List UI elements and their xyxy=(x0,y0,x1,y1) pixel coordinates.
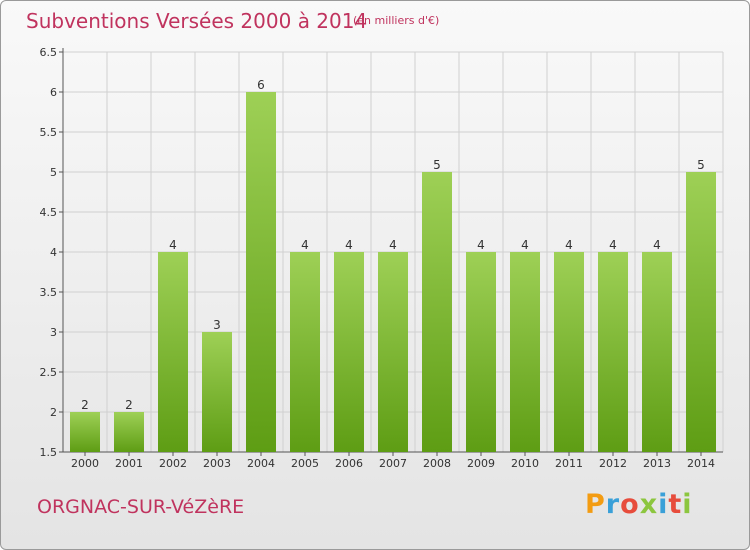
data-label: 4 xyxy=(301,238,309,252)
logo-letter: i xyxy=(658,489,669,520)
y-tick-label: 5.5 xyxy=(40,126,58,139)
y-tick-labels: 1.5 2 2.5 3 3.5 4 4.5 5 5.5 6 6.5 xyxy=(40,46,58,459)
town-name: ORGNAC-SUR-VéZèRE xyxy=(37,496,245,518)
bar xyxy=(114,412,144,452)
bar xyxy=(466,252,496,452)
x-tick-label: 2012 xyxy=(599,457,627,470)
x-tick-label: 2007 xyxy=(379,457,407,470)
x-tick-label: 2005 xyxy=(291,457,319,470)
data-label: 5 xyxy=(433,158,441,172)
data-label: 4 xyxy=(565,238,573,252)
y-tick-label: 4.5 xyxy=(40,206,58,219)
x-tick-label: 2013 xyxy=(643,457,671,470)
data-labels: 2 2 4 3 6 4 4 4 5 4 4 4 4 4 5 xyxy=(81,78,705,412)
x-tick-label: 2008 xyxy=(423,457,451,470)
data-label: 2 xyxy=(81,398,89,412)
data-label: 3 xyxy=(213,318,221,332)
data-label: 4 xyxy=(169,238,177,252)
x-tick-label: 2004 xyxy=(247,457,275,470)
x-tick-label: 2006 xyxy=(335,457,363,470)
logo-letter: r xyxy=(605,489,621,520)
y-tick-label: 2 xyxy=(50,406,57,419)
x-tick-label: 2014 xyxy=(687,457,715,470)
x-tick-label: 2003 xyxy=(203,457,231,470)
x-tick-label: 2001 xyxy=(115,457,143,470)
logo-letter: i xyxy=(682,489,693,520)
bar xyxy=(554,252,584,452)
x-tick-label: 2000 xyxy=(71,457,99,470)
data-label: 6 xyxy=(257,78,265,92)
data-label: 2 xyxy=(125,398,133,412)
data-label: 4 xyxy=(477,238,485,252)
bar xyxy=(378,252,408,452)
logo-letter: P xyxy=(585,489,606,520)
logo-letter: x xyxy=(639,489,659,520)
proxiti-logo: Proxiti xyxy=(585,489,693,520)
data-label: 4 xyxy=(653,238,661,252)
data-label: 4 xyxy=(389,238,397,252)
bar xyxy=(686,172,716,452)
bar xyxy=(246,92,276,452)
bar xyxy=(598,252,628,452)
logo-letter: o xyxy=(620,489,640,520)
x-tick-labels: 2000 2001 2002 2003 2004 2005 2006 2007 2008 2009… xyxy=(71,457,715,470)
y-tick-label: 3 xyxy=(50,326,57,339)
y-tick-label: 1.5 xyxy=(40,446,58,459)
x-tick-label: 2009 xyxy=(467,457,495,470)
bar xyxy=(70,412,100,452)
logo-letter: t xyxy=(668,489,683,520)
bar xyxy=(642,252,672,452)
x-tick-label: 2002 xyxy=(159,457,187,470)
data-label: 4 xyxy=(521,238,529,252)
chart-subtitle: (en milliers d'€) xyxy=(353,14,440,27)
bar xyxy=(334,252,364,452)
y-tick-label: 5 xyxy=(50,166,57,179)
y-tick-label: 2.5 xyxy=(40,366,58,379)
data-label: 4 xyxy=(345,238,353,252)
data-label: 5 xyxy=(697,158,705,172)
bar xyxy=(510,252,540,452)
y-tick-label: 6 xyxy=(50,86,57,99)
x-tick-label: 2011 xyxy=(555,457,583,470)
y-tick-label: 4 xyxy=(50,246,57,259)
y-tick-label: 3.5 xyxy=(40,286,58,299)
bars xyxy=(70,92,716,452)
x-tick-label: 2010 xyxy=(511,457,539,470)
bar xyxy=(290,252,320,452)
y-tick-label: 6.5 xyxy=(40,46,58,59)
bar xyxy=(422,172,452,452)
bar xyxy=(158,252,188,452)
data-label: 4 xyxy=(609,238,617,252)
bar xyxy=(202,332,232,452)
chart-title: Subventions Versées 2000 à 2014 xyxy=(26,9,368,33)
